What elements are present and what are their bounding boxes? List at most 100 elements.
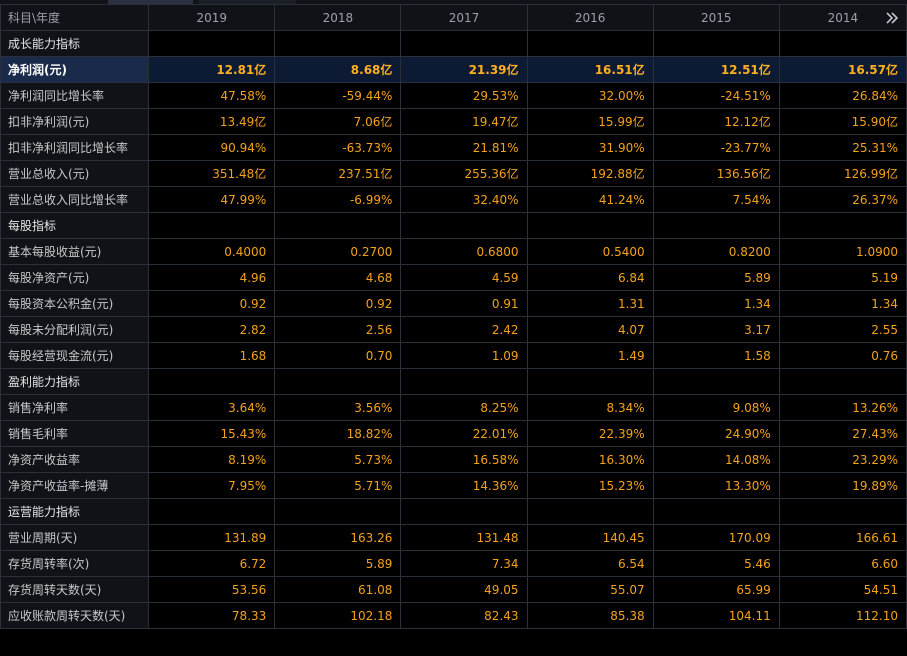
row-label: 基本每股收益(元) — [0, 238, 150, 265]
value-cell: 1.34 — [778, 290, 907, 317]
value-cell: 2.82 — [148, 316, 276, 343]
table-row[interactable]: 每股净资产(元) 4.96 4.68 4.59 6.84 5.89 5.19 — [0, 264, 907, 291]
value-cell: 19.89% — [778, 472, 907, 499]
value-cell: -24.51% — [652, 82, 780, 109]
empty-cell — [652, 30, 780, 57]
empty-cell — [652, 212, 780, 239]
year-header[interactable]: 2015 — [652, 4, 780, 31]
row-label: 存货周转率(次) — [0, 550, 150, 577]
top-tab-active[interactable] — [108, 0, 193, 4]
year-header[interactable]: 2018 — [274, 4, 402, 31]
row-label: 净资产收益率 — [0, 446, 150, 473]
table-row[interactable]: 营业总收入同比增长率 47.99% -6.99% 32.40% 41.24% 7.54% 2… — [0, 186, 907, 213]
value-cell: 15.99亿 — [526, 108, 654, 135]
value-cell: 192.88亿 — [526, 160, 654, 187]
value-cell: 24.90% — [652, 420, 780, 447]
top-tab-strip — [0, 0, 907, 4]
value-cell: 166.61 — [778, 524, 907, 551]
empty-cell — [652, 498, 780, 525]
value-cell: 15.90亿 — [778, 108, 907, 135]
value-cell: 0.76 — [778, 342, 907, 369]
value-cell: 1.31 — [526, 290, 654, 317]
value-cell: 26.37% — [778, 186, 907, 213]
table-row[interactable]: 销售净利率 3.64% 3.56% 8.25% 8.34% 9.08% 13.26% — [0, 394, 907, 421]
value-cell: 13.49亿 — [148, 108, 276, 135]
value-cell: 4.68 — [274, 264, 402, 291]
table-row[interactable]: 销售毛利率 15.43% 18.82% 22.01% 22.39% 24.90% 27.43… — [0, 420, 907, 447]
row-label: 应收账款周转天数(天) — [0, 602, 150, 629]
empty-cell — [148, 498, 276, 525]
table-row[interactable]: 基本每股收益(元) 0.4000 0.2700 0.6800 0.5400 0.8200 1… — [0, 238, 907, 265]
row-label: 每股净资产(元) — [0, 264, 150, 291]
value-cell: 31.90% — [526, 134, 654, 161]
table-row[interactable]: 净利润同比增长率 47.58% -59.44% 29.53% 32.00% -24.51%… — [0, 82, 907, 109]
empty-cell — [148, 212, 276, 239]
value-cell: 41.24% — [526, 186, 654, 213]
top-tab[interactable] — [199, 0, 296, 4]
table-row[interactable]: 净资产收益率 8.19% 5.73% 16.58% 16.30% 14.08% 23.29% — [0, 446, 907, 473]
value-cell: 8.25% — [400, 394, 528, 421]
empty-cell — [526, 212, 654, 239]
row-label: 净资产收益率-摊薄 — [0, 472, 150, 499]
value-cell: 5.46 — [652, 550, 780, 577]
value-cell: 7.06亿 — [274, 108, 402, 135]
value-cell: 55.07 — [526, 576, 654, 603]
table-row[interactable]: 每股经营现金流(元) 1.68 0.70 1.09 1.49 1.58 0.76 — [0, 342, 907, 369]
value-cell: 14.36% — [400, 472, 528, 499]
value-cell: 6.72 — [148, 550, 276, 577]
section-title: 每股指标 — [0, 212, 150, 239]
value-cell: 53.56 — [148, 576, 276, 603]
value-cell: 47.58% — [148, 82, 276, 109]
value-cell: 85.38 — [526, 602, 654, 629]
value-cell: 18.82% — [274, 420, 402, 447]
value-cell: 102.18 — [274, 602, 402, 629]
table-row[interactable]: 每股资本公积金(元) 0.92 0.92 0.91 1.31 1.34 1.34 — [0, 290, 907, 317]
value-cell: 61.08 — [274, 576, 402, 603]
row-label: 每股未分配利润(元) — [0, 316, 150, 343]
table-row[interactable]: 营业周期(天) 131.89 163.26 131.48 140.45 170.09 166… — [0, 524, 907, 551]
table-row[interactable]: 每股未分配利润(元) 2.82 2.56 2.42 4.07 3.17 2.55 — [0, 316, 907, 343]
value-cell: 65.99 — [652, 576, 780, 603]
value-cell: 26.84% — [778, 82, 907, 109]
table-row[interactable]: 扣非净利润(元) 13.49亿 7.06亿 19.47亿 15.99亿 12.12亿 15.… — [0, 108, 907, 135]
table-row[interactable]: 净资产收益率-摊薄 7.95% 5.71% 14.36% 15.23% 13.30% 19.… — [0, 472, 907, 499]
value-cell: 13.30% — [652, 472, 780, 499]
year-header[interactable]: 2016 — [526, 4, 654, 31]
value-cell: 1.34 — [652, 290, 780, 317]
empty-cell — [526, 498, 654, 525]
value-cell: -6.99% — [274, 186, 402, 213]
value-cell: 47.99% — [148, 186, 276, 213]
table-row[interactable]: 扣非净利润同比增长率 90.94% -63.73% 21.81% 31.90% -23.7… — [0, 134, 907, 161]
value-cell: -63.73% — [274, 134, 402, 161]
empty-cell — [274, 212, 402, 239]
year-header[interactable]: 2017 — [400, 4, 528, 31]
value-cell: 104.11 — [652, 602, 780, 629]
value-cell: 5.19 — [778, 264, 907, 291]
value-cell: 1.68 — [148, 342, 276, 369]
value-cell: 12.51亿 — [652, 56, 780, 83]
table-row[interactable]: 存货周转天数(天) 53.56 61.08 49.05 55.07 65.99 54.51 — [0, 576, 907, 603]
table-row[interactable]: 存货周转率(次) 6.72 5.89 7.34 6.54 5.46 6.60 — [0, 550, 907, 577]
value-cell: 6.60 — [778, 550, 907, 577]
value-cell: 0.4000 — [148, 238, 276, 265]
empty-cell — [400, 368, 528, 395]
year-header[interactable]: 2019 — [148, 4, 276, 31]
value-cell: 131.89 — [148, 524, 276, 551]
table-row[interactable]: 营业总收入(元) 351.48亿 237.51亿 255.36亿 192.88亿 136.… — [0, 160, 907, 187]
value-cell: 131.48 — [400, 524, 528, 551]
value-cell: 22.39% — [526, 420, 654, 447]
value-cell: 22.01% — [400, 420, 528, 447]
row-label: 销售毛利率 — [0, 420, 150, 447]
empty-cell — [400, 30, 528, 57]
value-cell: 3.17 — [652, 316, 780, 343]
table-row[interactable]: 应收账款周转天数(天) 78.33 102.18 82.43 85.38 104.11 11… — [0, 602, 907, 629]
value-cell: 29.53% — [400, 82, 528, 109]
year-header[interactable]: 2014 — [827, 10, 859, 25]
table-body: 成长能力指标 净利润(元) 12.81亿 8.68亿 21.39亿 16.51亿 12.51… — [0, 30, 907, 629]
table-row[interactable]: 净利润(元) 12.81亿 8.68亿 21.39亿 16.51亿 12.51亿 16.57… — [0, 56, 907, 83]
double-chevron-right-icon[interactable] — [884, 10, 900, 26]
section-row: 运营能力指标 — [0, 498, 907, 525]
empty-cell — [274, 368, 402, 395]
value-cell: 21.39亿 — [400, 56, 528, 83]
value-cell: 16.51亿 — [526, 56, 654, 83]
